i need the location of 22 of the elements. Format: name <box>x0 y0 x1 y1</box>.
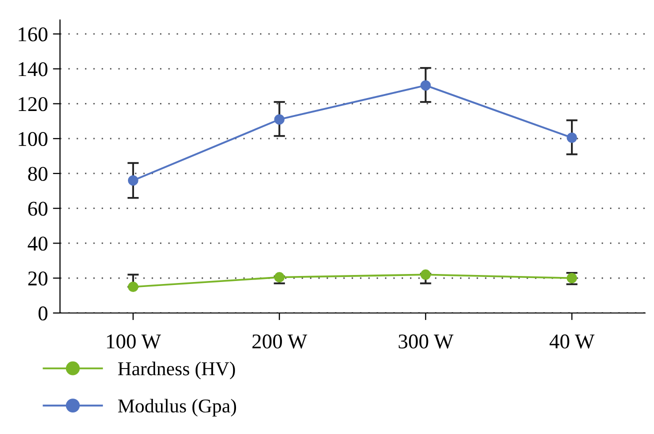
x-tick-label: 200 W <box>252 334 308 349</box>
x-tick-label: 40 W <box>550 334 595 349</box>
point <box>274 272 285 282</box>
point <box>128 282 138 292</box>
point <box>566 132 578 143</box>
y-tick-label: 140 <box>18 62 48 76</box>
legend-label: Hardness (HV) <box>118 362 235 380</box>
y-tick-label: 160 <box>18 27 48 42</box>
x-tick-label: 100 W <box>107 334 161 349</box>
legend-label: Modulus (Gpa) <box>118 398 236 416</box>
y-tick-label: 60 <box>28 202 48 216</box>
point <box>274 114 285 125</box>
y-tick-label: 120 <box>18 97 48 112</box>
y-tick-label: 80 <box>28 166 48 181</box>
point <box>420 269 431 280</box>
y-tick-label: 0 <box>38 306 48 320</box>
y-tick-label: 100 <box>18 132 48 146</box>
y-tick-label: 20 <box>28 271 48 286</box>
point <box>420 80 431 91</box>
y-tick-label: 40 <box>28 236 48 251</box>
point <box>128 175 138 186</box>
x-tick-label: 300 W <box>398 334 454 349</box>
